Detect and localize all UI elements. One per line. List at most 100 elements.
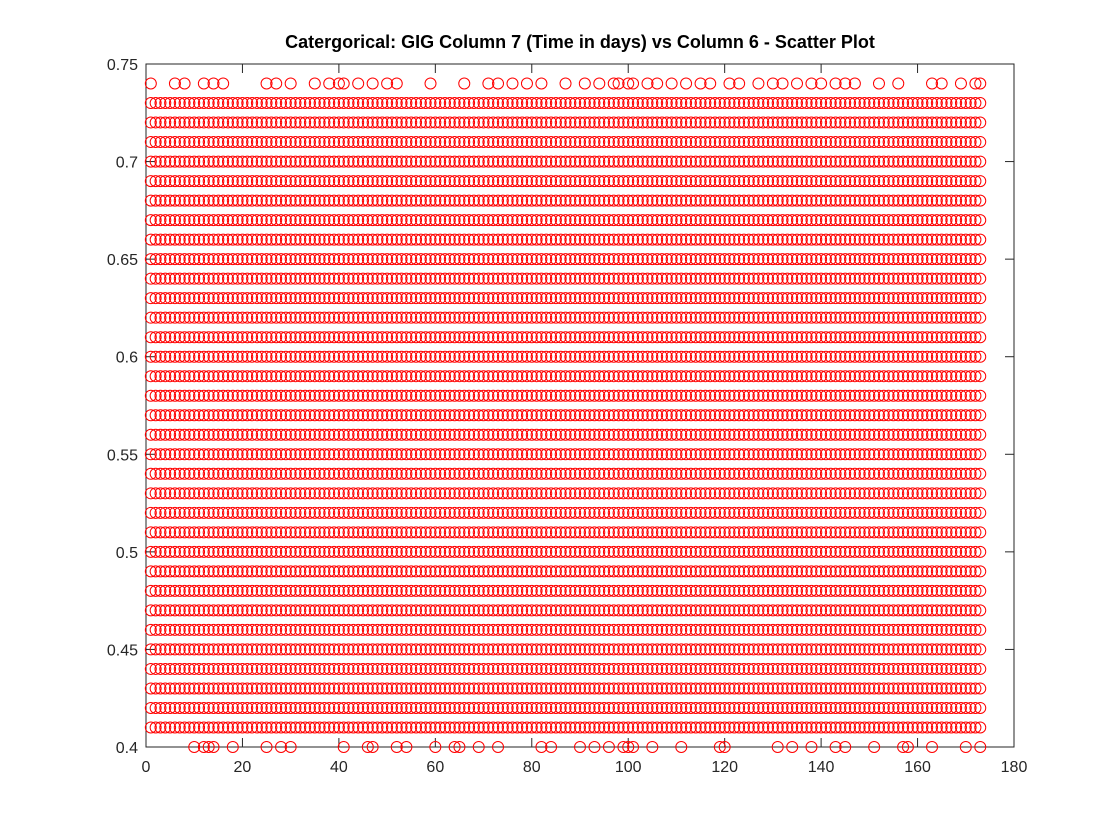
- scatter-point: [279, 643, 292, 656]
- scatter-point: [887, 604, 900, 617]
- scatter-point: [260, 623, 273, 636]
- scatter-point: [197, 682, 210, 695]
- scatter-point: [901, 682, 914, 695]
- scatter-point: [916, 643, 929, 656]
- scatter-point: [853, 662, 866, 675]
- scatter-point: [689, 643, 702, 656]
- scatter-point: [168, 643, 181, 656]
- scatter-point: [689, 604, 702, 617]
- scatter-point: [294, 623, 307, 636]
- scatter-point: [950, 604, 963, 617]
- scatter-point: [520, 701, 533, 714]
- scatter-point: [197, 701, 210, 714]
- scatter-point: [318, 545, 331, 558]
- scatter-point: [226, 701, 239, 714]
- scatter-point: [347, 623, 360, 636]
- scatter-point: [945, 682, 958, 695]
- scatter-point: [598, 565, 611, 578]
- scatter-point: [453, 643, 466, 656]
- scatter-point: [279, 604, 292, 617]
- scatter-point: [308, 662, 321, 675]
- scatter-point: [342, 545, 355, 558]
- scatter-point: [646, 565, 659, 578]
- scatter-point: [419, 721, 432, 734]
- scatter-point: [332, 584, 345, 597]
- scatter-point: [381, 682, 394, 695]
- scatter-point: [149, 682, 162, 695]
- scatter-point: [810, 604, 823, 617]
- scatter-point: [501, 623, 514, 636]
- scatter-point: [598, 545, 611, 558]
- scatter-point: [964, 623, 977, 636]
- scatter-point: [564, 584, 577, 597]
- scatter-point: [921, 701, 934, 714]
- scatter-point: [728, 545, 741, 558]
- scatter-point: [670, 662, 683, 675]
- scatter-point: [168, 526, 181, 539]
- scatter-point: [950, 623, 963, 636]
- scatter-point: [863, 701, 876, 714]
- scatter-point: [819, 701, 832, 714]
- scatter-point: [144, 623, 157, 636]
- scatter-point: [641, 604, 654, 617]
- scatter-point: [352, 623, 365, 636]
- scatter-point: [381, 721, 394, 734]
- scatter-point: [877, 721, 890, 734]
- scatter-point: [964, 545, 977, 558]
- scatter-point: [747, 721, 760, 734]
- scatter-point: [467, 721, 480, 734]
- scatter-point: [945, 643, 958, 656]
- scatter-point: [824, 565, 837, 578]
- scatter-point: [713, 545, 726, 558]
- scatter-point: [328, 604, 341, 617]
- scatter-point: [487, 604, 500, 617]
- scatter-point: [424, 565, 437, 578]
- scatter-point: [622, 643, 635, 656]
- scatter-point: [588, 545, 601, 558]
- scatter-point: [279, 682, 292, 695]
- scatter-point: [665, 584, 678, 597]
- scatter-point: [149, 701, 162, 714]
- scatter-point: [815, 701, 828, 714]
- scatter-point: [414, 584, 427, 597]
- scatter-point: [718, 604, 731, 617]
- scatter-point: [665, 662, 678, 675]
- scatter-point: [554, 623, 567, 636]
- scatter-point: [839, 604, 852, 617]
- scatter-point: [959, 701, 972, 714]
- y-tick-label: 0.6: [116, 350, 138, 367]
- scatter-point: [154, 721, 167, 734]
- scatter-point: [164, 721, 177, 734]
- scatter-point: [453, 682, 466, 695]
- scatter-point: [405, 604, 418, 617]
- scatter-point: [250, 682, 263, 695]
- scatter-point: [520, 545, 533, 558]
- scatter-point: [178, 721, 191, 734]
- scatter-point: [723, 662, 736, 675]
- scatter-point: [675, 584, 688, 597]
- scatter-point: [463, 701, 476, 714]
- scatter-point: [901, 643, 914, 656]
- scatter-point: [328, 701, 341, 714]
- scatter-point: [622, 682, 635, 695]
- scatter-point: [945, 565, 958, 578]
- scatter-point: [419, 545, 432, 558]
- scatter-point: [824, 623, 837, 636]
- scatter-point: [853, 565, 866, 578]
- scatter-point: [149, 584, 162, 597]
- scatter-point: [467, 701, 480, 714]
- scatter-point: [665, 545, 678, 558]
- scatter-point: [202, 584, 215, 597]
- scatter-point: [376, 643, 389, 656]
- scatter-point: [728, 623, 741, 636]
- scatter-point: [361, 604, 374, 617]
- scatter-point: [376, 623, 389, 636]
- scatter-point: [858, 604, 871, 617]
- scatter-point: [144, 643, 157, 656]
- scatter-point: [781, 643, 794, 656]
- scatter-point: [144, 526, 157, 539]
- scatter-point: [728, 584, 741, 597]
- scatter-point: [525, 565, 538, 578]
- scatter-point: [627, 545, 640, 558]
- scatter-point: [877, 662, 890, 675]
